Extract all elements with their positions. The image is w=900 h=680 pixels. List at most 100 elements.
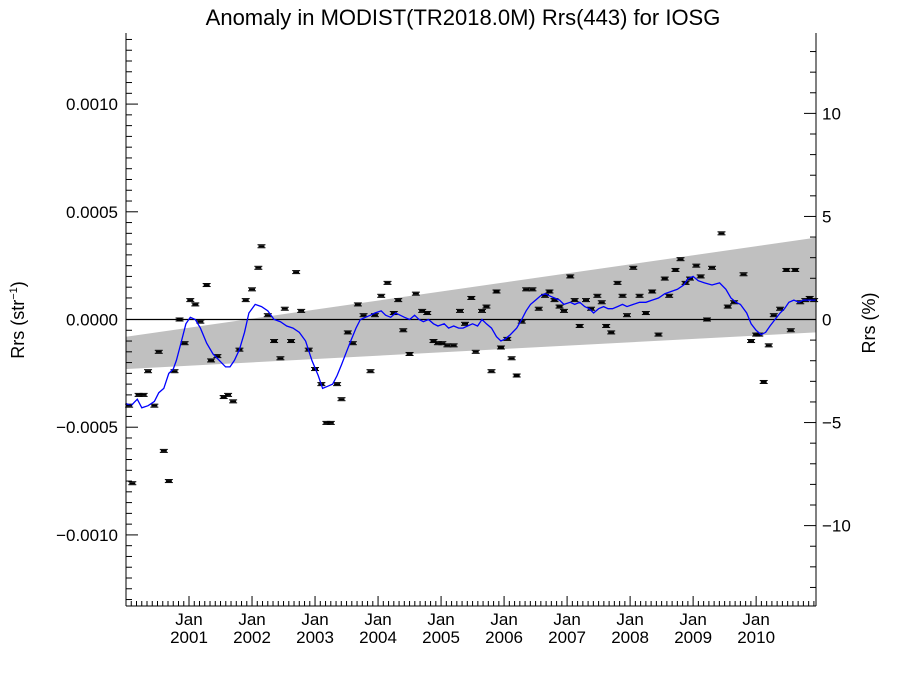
data-point <box>229 399 238 404</box>
data-point-marker <box>327 421 334 424</box>
data-point-marker <box>430 340 437 343</box>
data-point <box>492 289 501 294</box>
data-point-marker <box>630 266 637 269</box>
data-point-marker <box>412 292 419 295</box>
data-points-layer <box>125 231 819 486</box>
data-point-marker <box>258 245 265 248</box>
x-tick-label-month: Jan <box>301 610 328 629</box>
data-point <box>723 304 732 309</box>
data-point-marker <box>666 294 673 297</box>
data-point <box>175 317 184 322</box>
data-point-marker <box>518 320 525 323</box>
data-point-marker <box>264 314 271 317</box>
y-right-tick-label: 0 <box>822 311 831 330</box>
data-point-marker <box>349 342 356 345</box>
data-point-marker <box>192 303 199 306</box>
data-point <box>665 293 674 298</box>
data-point-marker <box>456 309 463 312</box>
data-point <box>534 306 543 311</box>
data-point <box>747 339 756 344</box>
data-point-marker <box>724 305 731 308</box>
data-point-marker <box>703 318 710 321</box>
data-point <box>676 257 685 262</box>
data-point <box>717 231 726 236</box>
x-tick-label-month: Jan <box>364 610 391 629</box>
data-point-marker <box>129 482 136 485</box>
x-tick-label-month: Jan <box>679 610 706 629</box>
y-axis-label-main: Rrs (str <box>8 300 28 359</box>
data-point-marker <box>756 333 763 336</box>
data-point-marker <box>740 273 747 276</box>
data-point <box>545 289 554 294</box>
x-tick-label-month: Jan <box>175 610 202 629</box>
data-point <box>708 265 717 270</box>
x-tick-label-year: 2002 <box>233 628 271 647</box>
x-axis-ticks: Jan2001Jan2002Jan2003Jan2004Jan2005Jan20… <box>125 596 815 647</box>
x-tick-label-year: 2009 <box>674 628 712 647</box>
x-tick-label-month: Jan <box>490 610 517 629</box>
y-axis-left-ticks: 0.0010 0.0005 0.0000 −0.0005 −0.0010 <box>56 38 138 601</box>
data-point-marker <box>770 314 777 317</box>
data-point <box>528 287 537 292</box>
data-point-marker <box>760 380 767 383</box>
data-point <box>696 274 705 279</box>
data-point-marker <box>203 284 210 287</box>
data-point-marker <box>567 275 574 278</box>
data-point <box>383 280 392 285</box>
data-point <box>399 328 408 333</box>
data-point-marker <box>419 309 426 312</box>
data-point <box>482 304 491 309</box>
data-point <box>461 321 470 326</box>
data-point-marker <box>444 344 451 347</box>
data-point <box>280 306 289 311</box>
data-point <box>671 267 680 272</box>
data-point-marker <box>792 268 799 271</box>
data-point <box>207 358 216 363</box>
data-point-marker <box>171 370 178 373</box>
data-point <box>570 298 579 303</box>
data-point <box>791 267 800 272</box>
data-point <box>224 392 233 397</box>
data-point <box>613 280 622 285</box>
data-point <box>202 283 211 288</box>
data-point-marker <box>255 266 262 269</box>
data-point <box>276 356 285 361</box>
data-point <box>139 392 148 397</box>
data-point-marker <box>504 337 511 340</box>
smooth-line-layer <box>125 275 816 409</box>
data-point-marker <box>649 290 656 293</box>
data-point <box>622 313 631 318</box>
data-point-marker <box>165 480 172 483</box>
data-point <box>582 298 590 303</box>
data-point-marker <box>588 307 595 310</box>
x-tick-label-month: Jan <box>238 610 265 629</box>
data-point-marker <box>697 275 704 278</box>
data-point-marker <box>277 357 284 360</box>
data-point-marker <box>529 288 536 291</box>
y-axis-label-right: Rrs (%) <box>859 293 879 354</box>
data-point <box>377 293 386 298</box>
data-point <box>449 343 458 348</box>
data-point <box>597 300 606 305</box>
data-point-marker <box>439 342 446 345</box>
data-point-marker <box>281 307 288 310</box>
data-point-marker <box>614 281 621 284</box>
data-point <box>641 311 650 316</box>
data-point-marker <box>371 314 378 317</box>
data-point-marker <box>642 312 649 315</box>
data-point <box>739 272 748 277</box>
y-left-tick-label: 0.0010 <box>66 95 118 114</box>
data-point <box>154 349 163 354</box>
data-point <box>333 382 342 387</box>
data-point-marker <box>677 258 684 261</box>
data-point-marker <box>214 355 221 358</box>
data-point-marker <box>197 320 204 323</box>
data-point <box>593 293 602 298</box>
data-point <box>575 323 584 328</box>
data-point-marker <box>151 404 158 407</box>
y-left-tick-label: −0.0010 <box>56 526 118 545</box>
data-point-marker <box>242 299 249 302</box>
data-point-marker <box>155 350 162 353</box>
data-point-marker <box>576 324 583 327</box>
data-point-marker <box>160 449 167 452</box>
